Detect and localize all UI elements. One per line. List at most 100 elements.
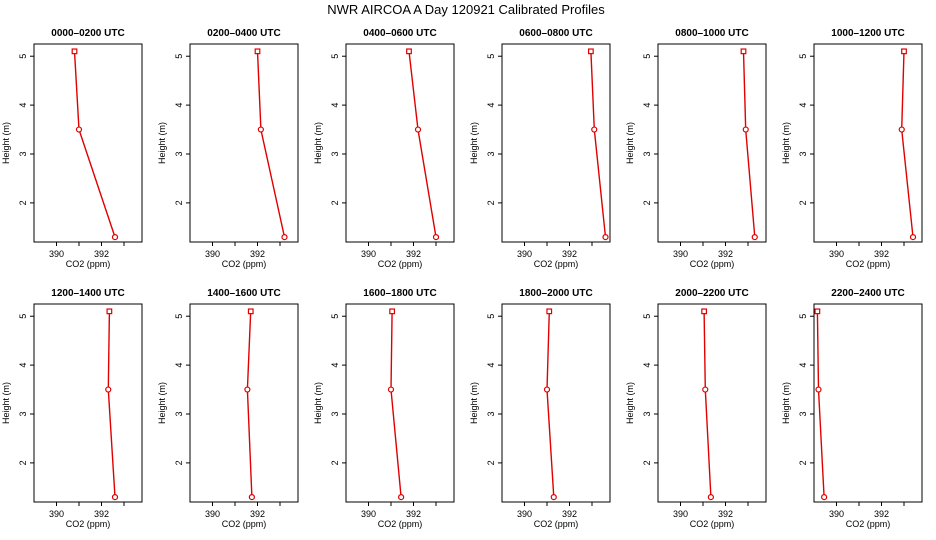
x-axis-label: CO2 (ppm) (534, 259, 579, 269)
data-point (281, 234, 288, 241)
y-tick-label: 5 (642, 54, 652, 59)
x-tick-label: 392 (250, 509, 265, 519)
x-tick-label: 392 (562, 509, 577, 519)
panel-5: 1000–1200 UTC 390 392 2 3 4 5 CO2 (ppm) Height (… (781, 28, 923, 269)
x-tick-label: 390 (829, 249, 844, 259)
x-axis-label: CO2 (ppm) (690, 259, 735, 269)
data-point (257, 126, 264, 133)
y-tick-label: 5 (642, 314, 652, 319)
x-axis-label: CO2 (ppm) (690, 519, 735, 529)
y-tick-label: 4 (174, 103, 184, 108)
data-point (740, 48, 747, 55)
x-tick-label: 392 (874, 509, 889, 519)
plot-frame (345, 303, 455, 503)
y-tick-label: 2 (174, 460, 184, 465)
profile-line (408, 51, 437, 238)
data-point (398, 494, 405, 501)
data-point (247, 308, 254, 315)
y-tick-label: 3 (174, 411, 184, 416)
panel-title: 1600–1800 UTC (363, 288, 436, 299)
data-point (815, 386, 822, 393)
y-tick-label: 2 (642, 460, 652, 465)
data-point (821, 494, 828, 501)
x-tick-label: 392 (94, 509, 109, 519)
x-tick-label: 392 (718, 249, 733, 259)
y-tick-label: 4 (798, 103, 808, 108)
x-tick-label: 392 (874, 249, 889, 259)
x-axis-label: CO2 (ppm) (378, 519, 423, 529)
panel-8: 1600–1800 UTC 390 392 2 3 4 5 CO2 (ppm) Height (… (313, 288, 455, 529)
plot-frame (501, 43, 611, 243)
y-axis-label: Height (m) (313, 122, 323, 164)
y-tick-label: 4 (642, 363, 652, 368)
y-axis-label: Height (m) (1, 382, 11, 424)
figure-title: NWR AIRCOA A Day 120921 Calibrated Profi… (327, 2, 605, 17)
profile-line (246, 311, 253, 498)
y-tick-label: 2 (330, 460, 340, 465)
profile-line (107, 311, 116, 498)
data-point (701, 308, 708, 315)
profile-line (546, 311, 555, 498)
panel-6: 1200–1400 UTC 390 392 2 3 4 5 CO2 (ppm) Height (… (1, 288, 143, 529)
y-tick-label: 3 (642, 411, 652, 416)
x-axis-label: CO2 (ppm) (846, 519, 891, 529)
plot-frame (501, 303, 611, 503)
data-point (587, 48, 594, 55)
y-tick-label: 4 (486, 103, 496, 108)
y-axis-label: Height (m) (469, 382, 479, 424)
y-tick-label: 2 (330, 200, 340, 205)
y-tick-label: 5 (330, 54, 340, 59)
profile-line (900, 51, 914, 238)
y-tick-label: 2 (486, 200, 496, 205)
plot-frame (813, 303, 923, 503)
y-tick-label: 3 (18, 151, 28, 156)
panel-3: 0600–0800 UTC 390 392 2 3 4 5 CO2 (ppm) Height (… (469, 28, 611, 269)
panel-9: 1800–2000 UTC 390 392 2 3 4 5 CO2 (ppm) Height (… (469, 288, 611, 529)
x-tick-label: 392 (406, 249, 421, 259)
y-tick-label: 3 (798, 151, 808, 156)
y-axis-label: Height (m) (625, 122, 635, 164)
y-tick-label: 5 (330, 314, 340, 319)
x-tick-label: 392 (562, 249, 577, 259)
y-axis-label: Height (m) (625, 382, 635, 424)
panel-11: 2200–2400 UTC 390 392 2 3 4 5 CO2 (ppm) Height (… (781, 288, 923, 529)
y-tick-label: 5 (798, 54, 808, 59)
y-axis-label: Height (m) (781, 122, 791, 164)
x-tick-label: 390 (205, 249, 220, 259)
data-point (75, 126, 83, 133)
y-tick-label: 3 (18, 411, 28, 416)
data-point (111, 494, 119, 501)
x-axis-label: CO2 (ppm) (66, 259, 111, 269)
data-point (248, 494, 255, 501)
data-point (406, 48, 412, 55)
y-tick-label: 2 (18, 460, 28, 465)
data-point (901, 48, 907, 55)
x-tick-label: 390 (673, 249, 688, 259)
data-point (591, 126, 598, 133)
y-tick-label: 3 (486, 411, 496, 416)
y-tick-label: 2 (798, 460, 808, 465)
data-point (898, 126, 905, 133)
y-tick-label: 5 (486, 314, 496, 319)
profile-line (816, 311, 825, 498)
profile-line (590, 51, 607, 238)
data-point (909, 234, 917, 241)
x-tick-label: 390 (205, 509, 220, 519)
profile-line (742, 51, 756, 238)
y-tick-label: 2 (18, 200, 28, 205)
data-point (111, 234, 119, 241)
panel-title: 1800–2000 UTC (519, 288, 592, 299)
panel-title: 0800–1000 UTC (675, 28, 748, 39)
y-tick-label: 3 (330, 151, 340, 156)
plot-frame (813, 43, 923, 243)
profile-line (390, 311, 402, 498)
y-axis-label: Height (m) (781, 382, 791, 424)
plot-frame (345, 43, 455, 243)
data-point (105, 386, 112, 393)
x-tick-label: 390 (361, 509, 376, 519)
data-point (543, 386, 551, 393)
panel-4: 0800–1000 UTC 390 392 2 3 4 5 CO2 (ppm) Height (… (625, 28, 767, 269)
y-tick-label: 5 (174, 54, 184, 59)
panel-title: 0600–0800 UTC (519, 28, 592, 39)
